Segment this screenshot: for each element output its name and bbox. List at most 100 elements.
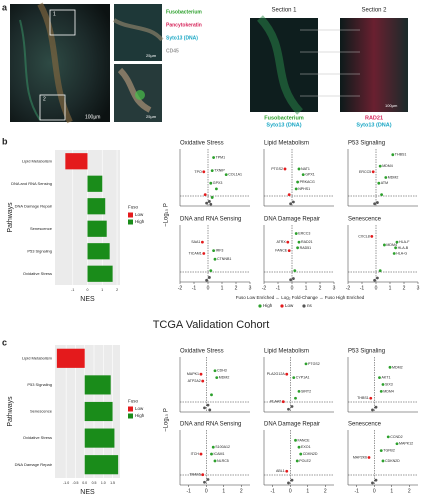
scale-label: 25µm (146, 53, 157, 58)
point-label: MDM2 (219, 376, 230, 380)
x-tick-label: -1 (71, 288, 74, 292)
panel-label: a (2, 2, 8, 12)
point (378, 376, 381, 380)
point-label: MDM4 (383, 389, 394, 393)
bar (87, 265, 113, 282)
point-label: SIX3 (385, 382, 393, 386)
y-tick-label: P53 Signaling (27, 382, 52, 387)
point (378, 269, 382, 272)
point-label: MDM4 (382, 164, 393, 168)
legend-swatch (128, 413, 133, 419)
x-tick-label: 3 (333, 285, 336, 291)
panel-a: a 1 2 100µm 25µm 25µm Fusobacterium Panc… (2, 2, 408, 128)
legend-label: Low (135, 406, 144, 411)
point (395, 240, 399, 244)
x-axis-label: NES (80, 296, 95, 303)
legend-swatch (128, 212, 133, 218)
point (296, 180, 299, 184)
plot-title: Lipid Metabolism (264, 141, 309, 147)
point-label: FANCE (298, 438, 311, 442)
point-label: SAA1 (191, 240, 200, 244)
x-tick-label: 2 (240, 488, 243, 494)
point-label: PRKACG (300, 180, 315, 184)
legend-label: CD45 (166, 48, 179, 54)
point-label: THBS1 (395, 153, 407, 157)
legend-label: High (135, 219, 145, 224)
bar (84, 401, 113, 422)
point (380, 193, 383, 197)
y-axis-label: −Log₁₀ P (164, 203, 170, 227)
x-tick-label: 2 (324, 488, 327, 494)
point-label: TXNIP (214, 169, 225, 173)
plot-title: Oxidative Stress (180, 141, 224, 147)
point (386, 435, 390, 439)
plot-title: Lipid Metabolism (264, 349, 309, 355)
legend-title: Fuso (128, 205, 139, 210)
point-label: PTGS2 (271, 167, 283, 171)
point-label: SIRT2 (301, 389, 311, 393)
signal (135, 90, 145, 100)
section-title: Section 2 (361, 8, 387, 14)
x-tick-label: -2 (262, 285, 267, 291)
point (378, 164, 382, 168)
point (199, 372, 203, 376)
bar (65, 153, 88, 170)
point (205, 201, 209, 205)
x-tick-label: 0.0 (82, 481, 87, 485)
section-title: Section 1 (271, 8, 297, 14)
y-tick-label: Senescence (30, 409, 53, 414)
inset-box (39, 94, 66, 121)
point (289, 278, 292, 282)
x-tick-label: 2 (319, 285, 322, 291)
x-tick-label: 2 (408, 488, 411, 494)
point-label: MAPK12 (399, 442, 413, 446)
x-tick-label: -0.5 (72, 481, 78, 485)
legend-swatch (302, 304, 306, 308)
point (374, 478, 378, 482)
point-label: CXCL8 (358, 234, 370, 238)
point (210, 393, 213, 397)
point-label: CTNNB1 (217, 257, 231, 261)
section-image (340, 18, 408, 112)
x-tick-label: -1 (271, 488, 276, 494)
legend-label: Syto13 (DNA) (166, 35, 198, 41)
point-label: CDKN2D (385, 459, 400, 463)
y-axis-label: Pathways (7, 396, 14, 427)
x-tick-label: 0 (87, 288, 89, 292)
x-tick-label: 2 (116, 288, 118, 292)
point (211, 445, 215, 449)
point-label: GPX3 (213, 181, 223, 185)
point (388, 365, 392, 369)
point (287, 249, 291, 253)
point (292, 200, 295, 204)
panel-label: b (2, 136, 8, 146)
point-label: MAP2K6 (353, 455, 367, 459)
legend-label: Fusobacterium (166, 9, 202, 15)
point (391, 153, 395, 157)
x-tick-label: 3 (417, 285, 420, 291)
x-tick-label: -1 (192, 285, 197, 291)
point (206, 478, 210, 481)
x-tick-label: 0 (373, 488, 376, 494)
point-label: PLA2G12A (267, 372, 286, 376)
point-label: FANCE (275, 249, 288, 253)
tissue-fold (37, 2, 73, 124)
point (376, 201, 379, 204)
point-label: HLA-G (396, 251, 407, 255)
scale-label: 100µm (385, 103, 398, 108)
point-label: ERCC3 (298, 232, 310, 236)
y-tick-label: DNA Damage Repair (15, 203, 53, 208)
plot-title: Oxidative Stress (180, 349, 224, 355)
point (296, 246, 299, 250)
point (371, 408, 374, 412)
point (203, 480, 206, 484)
point (301, 173, 305, 177)
point-label: TICAM1 (189, 251, 202, 255)
point (209, 202, 213, 206)
point (392, 252, 396, 255)
point (208, 276, 211, 279)
point (213, 257, 217, 261)
y-axis-label: Pathways (7, 202, 14, 233)
point (208, 200, 211, 203)
